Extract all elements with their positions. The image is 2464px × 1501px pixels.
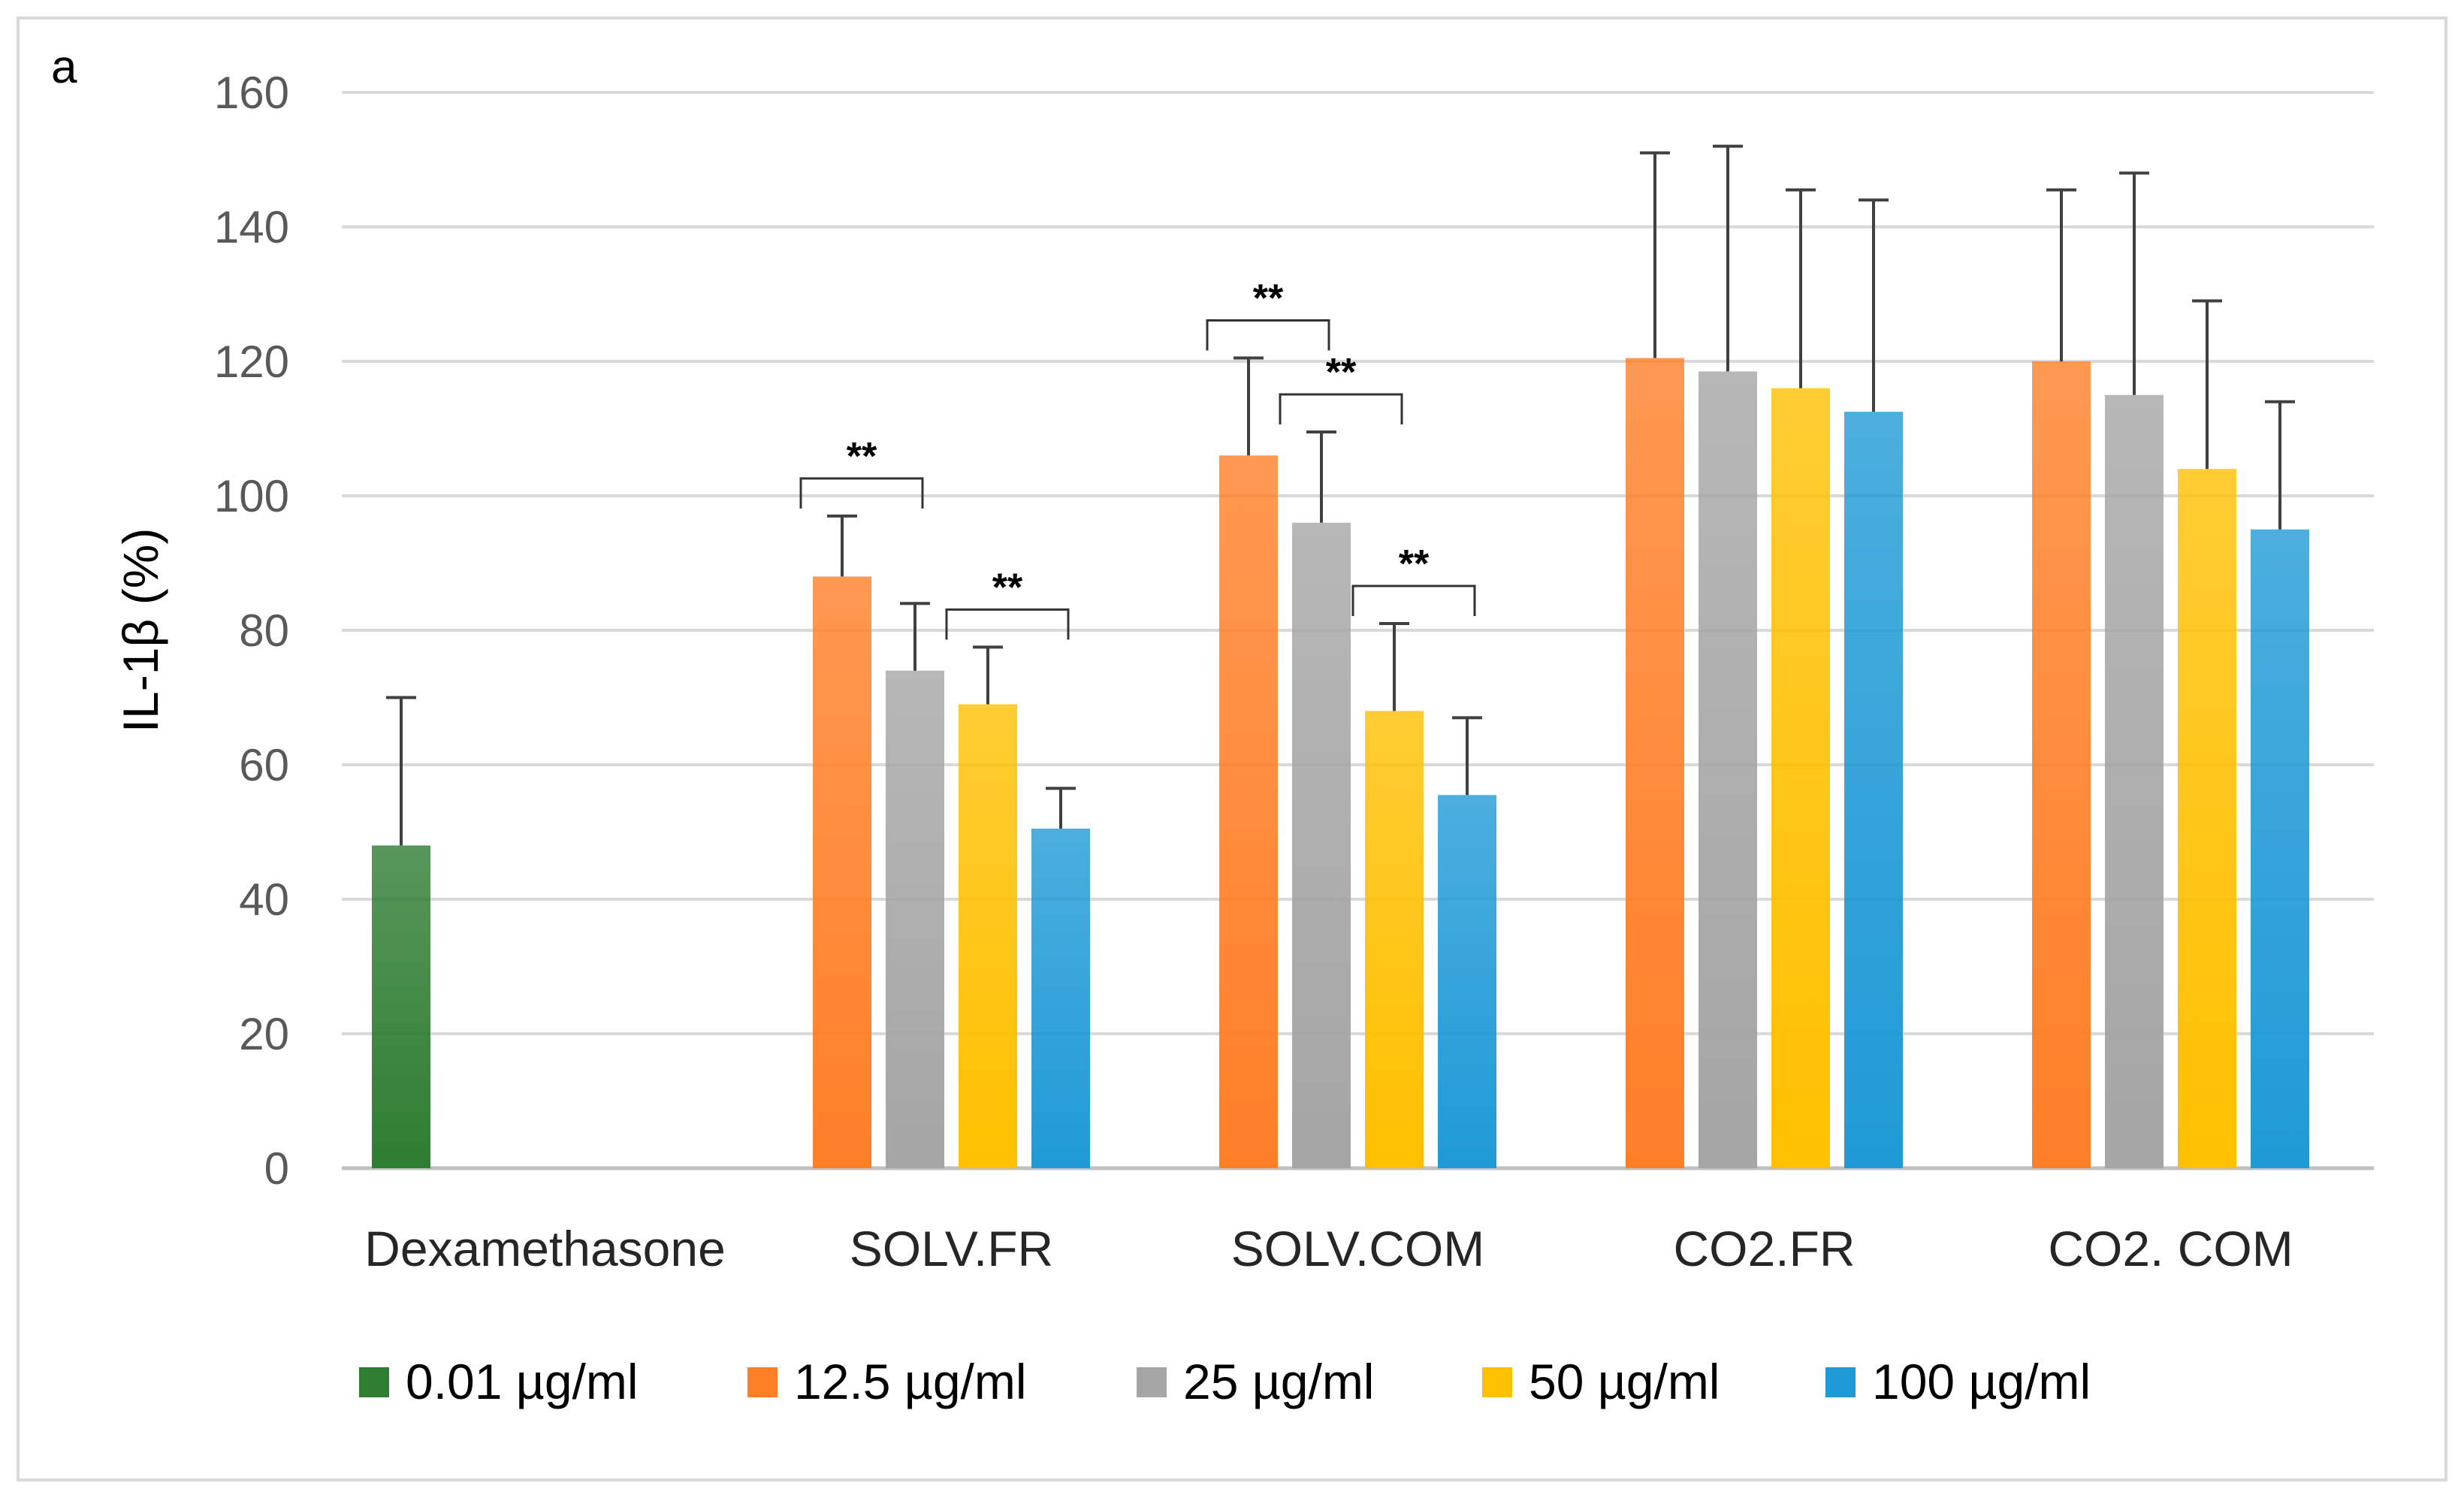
y-tick-label: 100	[214, 471, 289, 521]
bar-dexamethasone-series-0	[372, 845, 430, 1168]
y-tick-label: 60	[239, 740, 289, 790]
y-tick-label: 120	[214, 337, 289, 387]
bar-solv-fr-series-1	[813, 576, 871, 1168]
bar-solv-com-series-3	[1365, 711, 1424, 1168]
legend-swatch	[1137, 1367, 1167, 1397]
legend-label: 25 µg/ml	[1183, 1354, 1374, 1409]
bar-solv-com-series-4	[1438, 795, 1496, 1168]
bar-co2-com-series-4	[2251, 529, 2309, 1168]
x-category-label: SOLV.FR	[850, 1221, 1053, 1276]
legend-swatch	[1825, 1367, 1856, 1397]
bar-solv-fr-series-4	[1031, 829, 1090, 1168]
significance-bracket	[945, 608, 1070, 640]
y-tick-label: 40	[239, 874, 289, 925]
bar-co2-com-series-1	[2032, 361, 2091, 1168]
legend-swatch	[1482, 1367, 1512, 1397]
bar-co2-fr-series-4	[1844, 412, 1903, 1168]
y-tick-label: 20	[239, 1009, 289, 1059]
panel-label: a	[51, 41, 77, 93]
x-category-label: SOLV.COM	[1231, 1221, 1484, 1276]
significance-bracket	[1279, 393, 1403, 424]
bar-co2-com-series-3	[2178, 469, 2236, 1168]
significance-bracket	[1351, 584, 1476, 617]
legend-swatch	[359, 1367, 389, 1397]
legend-label: 12.5 µg/ml	[794, 1354, 1027, 1409]
bar-solv-fr-series-3	[959, 704, 1017, 1168]
significance-label: **	[1326, 351, 1357, 394]
bar-co2-com-series-2	[2105, 394, 2164, 1168]
bar-co2-fr-series-2	[1699, 371, 1757, 1168]
x-category-label: Dexamethasone	[364, 1221, 726, 1276]
bar-solv-com-series-1	[1219, 455, 1278, 1168]
legend-label: 50 µg/ml	[1529, 1354, 1720, 1409]
significance-label: **	[1399, 542, 1430, 586]
significance-label: **	[1253, 277, 1284, 321]
bar-solv-fr-series-2	[886, 670, 944, 1168]
significance-bracket	[799, 477, 924, 509]
significance-bracket	[1206, 319, 1330, 351]
bar-co2-fr-series-3	[1771, 388, 1830, 1168]
x-category-label: CO2.FR	[1673, 1221, 1855, 1276]
legend-label: 100 µg/ml	[1872, 1354, 2091, 1409]
x-category-label: CO2. COM	[2048, 1221, 2293, 1276]
y-tick-label: 80	[239, 606, 289, 656]
y-tick-label: 140	[214, 202, 289, 252]
bar-co2-fr-series-1	[1626, 358, 1684, 1168]
legend-label: 0.01 µg/ml	[406, 1354, 639, 1409]
y-axis-label: IL-1β (%)	[113, 528, 168, 733]
bar-solv-com-series-2	[1292, 522, 1351, 1168]
legend-swatch	[747, 1367, 778, 1397]
y-tick-label: 0	[264, 1143, 289, 1194]
y-tick-label: 160	[214, 68, 289, 118]
significance-label: **	[992, 566, 1023, 609]
significance-label: **	[847, 435, 877, 479]
